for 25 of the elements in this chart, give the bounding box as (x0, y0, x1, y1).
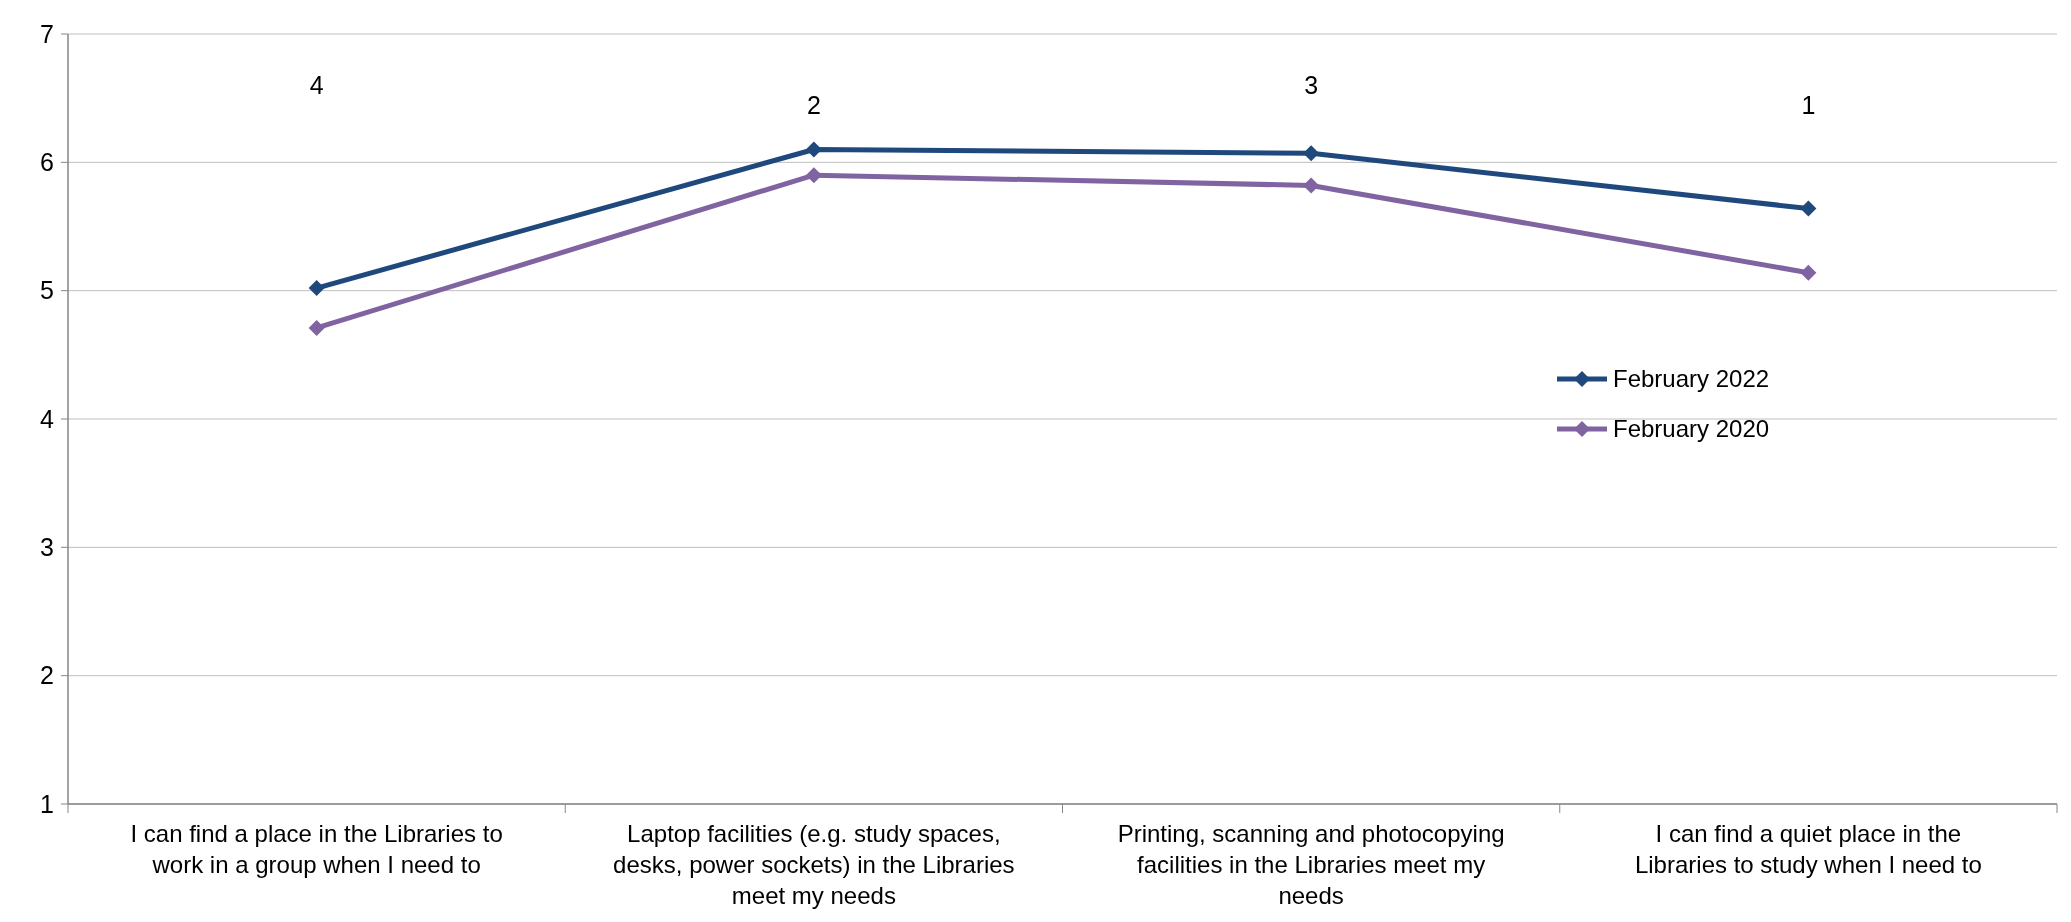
point (1800, 264, 1817, 281)
point (308, 280, 325, 297)
point (805, 141, 822, 158)
x-tick-label: Printing, scanning and photocopying facilities in the Libraries meet my needs (1117, 820, 1505, 909)
annotation: 2 (806, 91, 821, 119)
y-tick-label: 4 (40, 404, 55, 433)
point (1303, 177, 1320, 194)
legend-label: February 2022 (1613, 365, 1770, 393)
annotation: 4 (309, 71, 324, 99)
point (1800, 200, 1817, 217)
annotation: 3 (1304, 71, 1319, 99)
y-tick-label: 3 (40, 533, 54, 562)
x-tick-label: Laptop facilities (e.g. study spaces, desks, power sockets) in the Libraries meet my needs (613, 820, 1015, 909)
legend-label: February 2020 (1613, 415, 1770, 443)
y-tick-label: 1 (40, 789, 54, 818)
y-tick-label: 7 (40, 19, 54, 48)
y-tick-label: 2 (40, 661, 54, 690)
point (308, 319, 325, 336)
y-tick-label: 6 (40, 148, 54, 177)
annotation: 1 (1801, 91, 1816, 119)
point (805, 167, 822, 184)
y-tick-label: 5 (40, 276, 54, 305)
x-tick-label: I can find a place in the Libraries to work in a group when I need to (130, 820, 503, 878)
x-tick-label: I can find a quiet place in the Libraries to study when I need to (1634, 820, 1982, 878)
point (1303, 145, 1320, 162)
